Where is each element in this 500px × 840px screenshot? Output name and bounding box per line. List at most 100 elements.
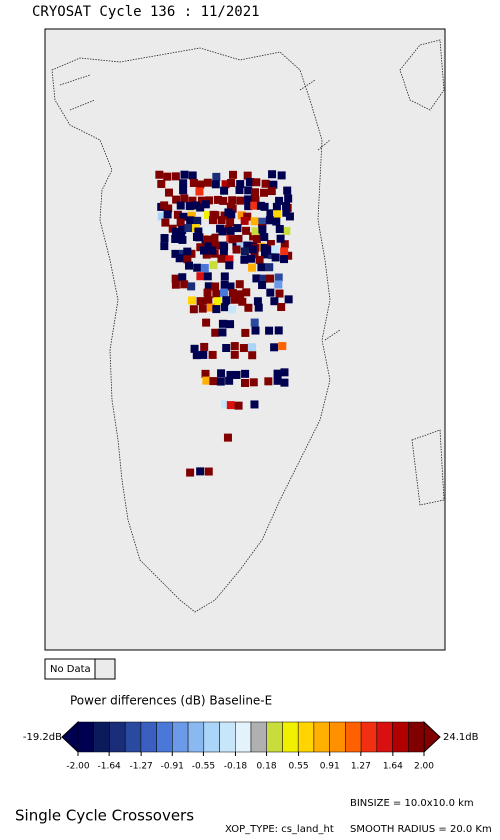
data-cell xyxy=(274,280,283,289)
data-cell xyxy=(226,218,235,227)
data-cell xyxy=(251,196,260,205)
colorbar-box xyxy=(124,721,142,753)
data-cell xyxy=(204,296,213,305)
data-cell xyxy=(201,369,210,378)
data-cell xyxy=(251,227,260,236)
data-cell xyxy=(217,216,226,225)
data-cell xyxy=(211,282,220,291)
colorbar-title: Power differences (dB) Baseline-E xyxy=(70,694,272,708)
data-cell xyxy=(248,263,257,272)
colorbar-box xyxy=(77,721,94,753)
data-cell xyxy=(203,235,212,244)
data-cell xyxy=(220,272,229,281)
data-cells xyxy=(155,170,294,477)
colorbar-box xyxy=(203,721,220,753)
data-cell xyxy=(256,201,265,210)
colorbar-tick-label: 1.64 xyxy=(383,762,403,772)
data-cell xyxy=(265,263,274,272)
map-frame xyxy=(44,28,446,651)
data-cell xyxy=(208,350,217,359)
data-cell xyxy=(226,202,235,211)
data-cell xyxy=(209,261,218,270)
data-cell xyxy=(185,261,194,270)
data-cell xyxy=(226,282,235,291)
data-cell xyxy=(218,227,227,236)
data-cell xyxy=(180,280,189,289)
data-cell xyxy=(204,242,213,251)
data-cell xyxy=(221,180,230,189)
data-cell xyxy=(250,201,259,210)
colorbar-box xyxy=(250,721,267,753)
data-cell xyxy=(179,186,188,195)
data-cell xyxy=(282,226,291,235)
data-cell xyxy=(275,225,284,234)
data-cell xyxy=(183,255,192,264)
data-cell xyxy=(163,210,172,219)
data-cell xyxy=(257,263,266,272)
colorbar-tick-label: 2.00 xyxy=(414,762,434,772)
data-cell xyxy=(250,400,259,409)
data-cell xyxy=(238,297,247,306)
data-cell xyxy=(203,272,212,281)
data-cell xyxy=(222,344,231,353)
data-cell xyxy=(271,253,280,262)
data-cell xyxy=(266,209,275,218)
colorbar: -2.00 -1.64 -1.27 -0.91 -0.55 -0.18 0.18 0.55 0.… xyxy=(61,720,441,772)
colorbar-tick-label: 0.55 xyxy=(289,762,309,772)
data-cell xyxy=(173,210,182,219)
data-cell xyxy=(239,344,248,353)
data-cell xyxy=(160,201,169,210)
binsize: BINSIZE = 10.0x10.0 km xyxy=(350,798,474,809)
colorbar-tick-label: -1.64 xyxy=(97,762,121,772)
data-cell xyxy=(266,274,275,283)
data-cell xyxy=(235,186,244,195)
colorbar-tick-label: -0.18 xyxy=(224,762,248,772)
data-cell xyxy=(265,326,274,335)
data-cell xyxy=(243,171,252,180)
data-cell xyxy=(280,378,289,387)
data-cell xyxy=(280,368,289,377)
colorbar-box xyxy=(93,721,110,753)
data-cell xyxy=(176,218,185,227)
data-cell xyxy=(258,217,267,226)
data-cell xyxy=(217,369,226,378)
colorbar-box xyxy=(392,721,409,753)
data-cell xyxy=(276,234,285,243)
coastline xyxy=(51,39,445,613)
data-cell xyxy=(199,246,208,255)
data-cell xyxy=(283,186,292,195)
data-cell xyxy=(278,342,287,351)
data-cell xyxy=(219,196,228,205)
data-cell xyxy=(250,217,259,226)
data-cell xyxy=(240,378,249,387)
data-cell xyxy=(236,290,245,299)
data-cell xyxy=(213,195,222,204)
data-cell xyxy=(164,188,173,197)
data-cell xyxy=(195,187,204,196)
data-cell xyxy=(196,203,205,212)
colorbar-box xyxy=(172,721,189,753)
data-cell xyxy=(194,227,203,236)
data-cell xyxy=(228,288,237,297)
data-cell xyxy=(171,227,180,236)
data-cell xyxy=(157,212,166,221)
data-cell xyxy=(248,245,257,254)
data-cell xyxy=(235,280,244,289)
data-cell xyxy=(187,249,196,258)
data-cell xyxy=(251,326,260,335)
data-cell xyxy=(161,218,170,227)
data-cell xyxy=(179,212,188,221)
data-cell xyxy=(275,289,284,298)
data-cell xyxy=(248,351,257,360)
data-cell xyxy=(160,234,169,243)
data-cell xyxy=(192,201,201,210)
data-cell xyxy=(200,342,209,351)
colorbar-box xyxy=(187,721,205,753)
data-cell xyxy=(164,204,173,213)
data-cell xyxy=(226,320,235,329)
data-cell xyxy=(184,224,193,233)
data-cell xyxy=(211,241,220,250)
colorbar-tick-label: 1.27 xyxy=(351,762,371,772)
data-cell xyxy=(180,170,189,179)
colorbar-tick-label: -0.91 xyxy=(161,762,184,772)
